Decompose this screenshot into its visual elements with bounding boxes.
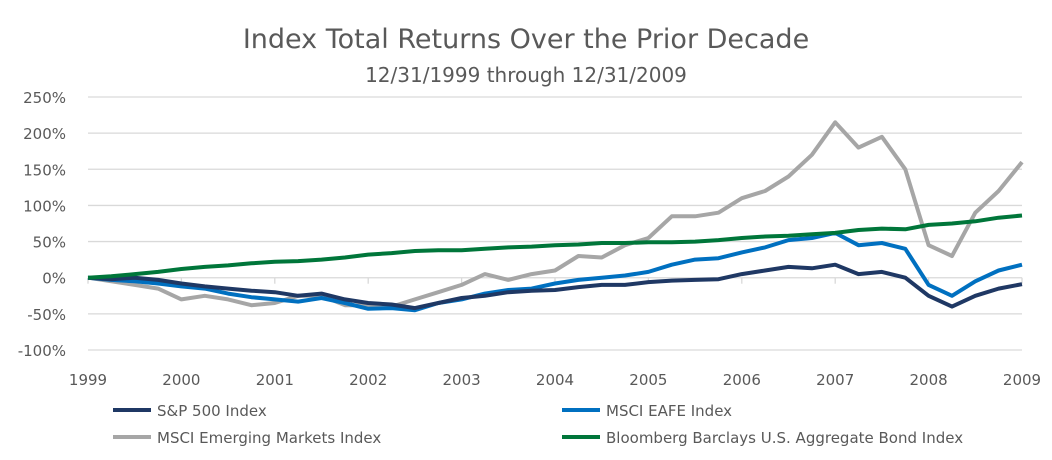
series-line-2 (87, 120, 1024, 309)
series-line-0 (87, 262, 1023, 311)
x-tick-label: 2001 (256, 371, 294, 389)
x-tick-label: 2005 (629, 371, 667, 389)
x-tick-label: 2007 (816, 371, 854, 389)
series-line-1 (87, 230, 1023, 313)
y-tick-label: -100% (18, 342, 66, 360)
x-tick-label: 2000 (162, 371, 200, 389)
legend-label: S&P 500 Index (157, 402, 267, 420)
x-tick-label: 2004 (536, 371, 574, 389)
series-line-3 (87, 213, 1023, 280)
legend-label: Bloomberg Barclays U.S. Aggregate Bond I… (606, 429, 963, 447)
x-tick-label: 1999 (69, 371, 107, 389)
y-tick-label: 100% (23, 197, 66, 215)
x-tick-label: 2009 (1003, 371, 1041, 389)
y-tick-label: 200% (23, 125, 66, 143)
y-tick-label: 50% (33, 234, 66, 252)
legend-label: MSCI EAFE Index (606, 402, 732, 420)
chart-subtitle: 12/31/1999 through 12/31/2009 (365, 63, 687, 87)
y-tick-label: -50% (27, 306, 66, 324)
y-tick-label: 0% (42, 270, 66, 288)
x-tick-label: 2002 (349, 371, 387, 389)
x-tick-label: 2003 (443, 371, 481, 389)
y-tick-label: 150% (23, 161, 66, 179)
legend-label: MSCI Emerging Markets Index (157, 429, 381, 447)
x-tick-label: 2008 (910, 371, 948, 389)
chart-title: Index Total Returns Over the Prior Decad… (243, 24, 809, 55)
y-tick-label: 250% (23, 89, 66, 107)
x-tick-label: 2006 (723, 371, 761, 389)
